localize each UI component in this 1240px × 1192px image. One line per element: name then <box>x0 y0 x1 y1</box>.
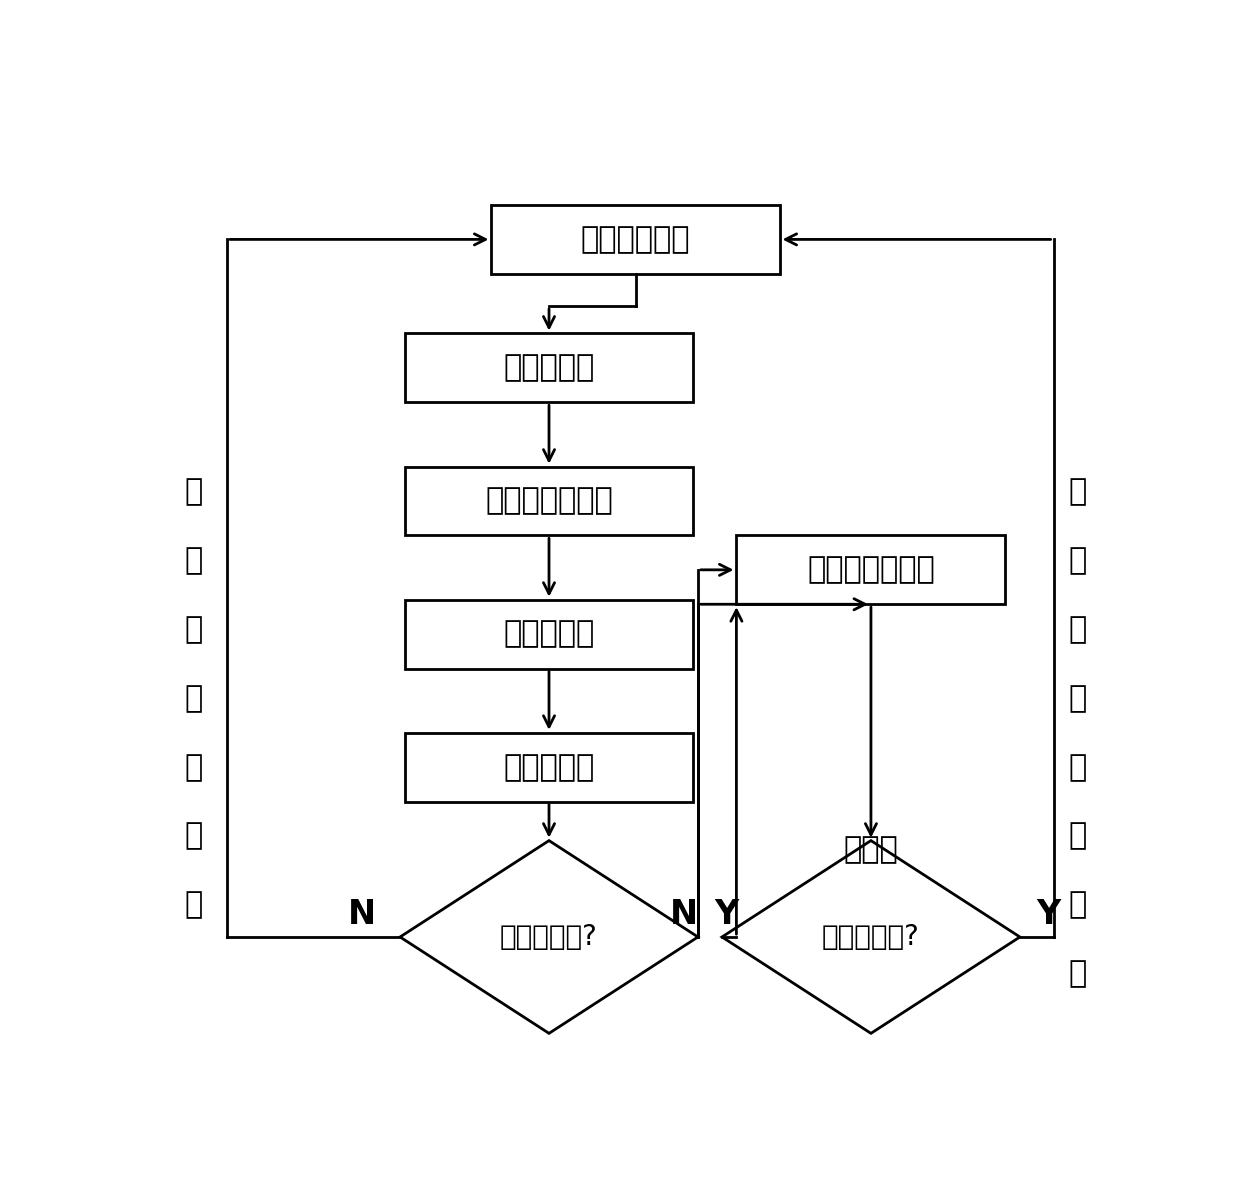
Text: 采集棒材图像: 采集棒材图像 <box>580 225 691 254</box>
Bar <box>491 205 780 274</box>
Text: 计算相邻帧位移: 计算相邻帧位移 <box>485 486 613 515</box>
Text: 下: 下 <box>185 477 202 507</box>
Text: N: N <box>347 898 376 931</box>
Text: 帧: 帧 <box>185 615 202 644</box>
Text: 新: 新 <box>1069 821 1086 851</box>
Text: 初分钓: 初分钓 <box>843 836 898 864</box>
Text: Y: Y <box>1037 898 1061 931</box>
Bar <box>404 600 693 669</box>
Text: 继: 继 <box>185 684 202 713</box>
Text: Y: Y <box>714 898 739 931</box>
Text: 达到分钓値?: 达到分钓値? <box>500 923 598 951</box>
Text: 续: 续 <box>185 752 202 782</box>
Text: 匹配及计数: 匹配及计数 <box>503 752 595 782</box>
Text: 环: 环 <box>1069 684 1086 713</box>
Text: 图像预处理: 图像预处理 <box>503 353 595 383</box>
Text: N: N <box>670 898 698 931</box>
Text: 重: 重 <box>1069 752 1086 782</box>
Text: 连通域分析: 连通域分析 <box>503 620 595 648</box>
Text: 计: 计 <box>185 821 202 851</box>
Text: 循: 循 <box>1069 615 1086 644</box>
Bar <box>404 334 693 403</box>
Text: 一: 一 <box>185 546 202 576</box>
Polygon shape <box>401 840 698 1033</box>
Text: 初分钓正确?: 初分钓正确? <box>822 923 920 951</box>
Text: 一: 一 <box>1069 546 1086 576</box>
Text: 下: 下 <box>1069 477 1086 507</box>
Polygon shape <box>722 840 1019 1033</box>
Bar <box>404 733 693 801</box>
Bar <box>737 535 1006 604</box>
Text: 数: 数 <box>185 890 202 919</box>
Text: 数: 数 <box>1069 960 1086 988</box>
Text: 计: 计 <box>1069 890 1086 919</box>
Text: 确定分钓线位置: 确定分钓线位置 <box>807 555 935 584</box>
Bar <box>404 466 693 535</box>
